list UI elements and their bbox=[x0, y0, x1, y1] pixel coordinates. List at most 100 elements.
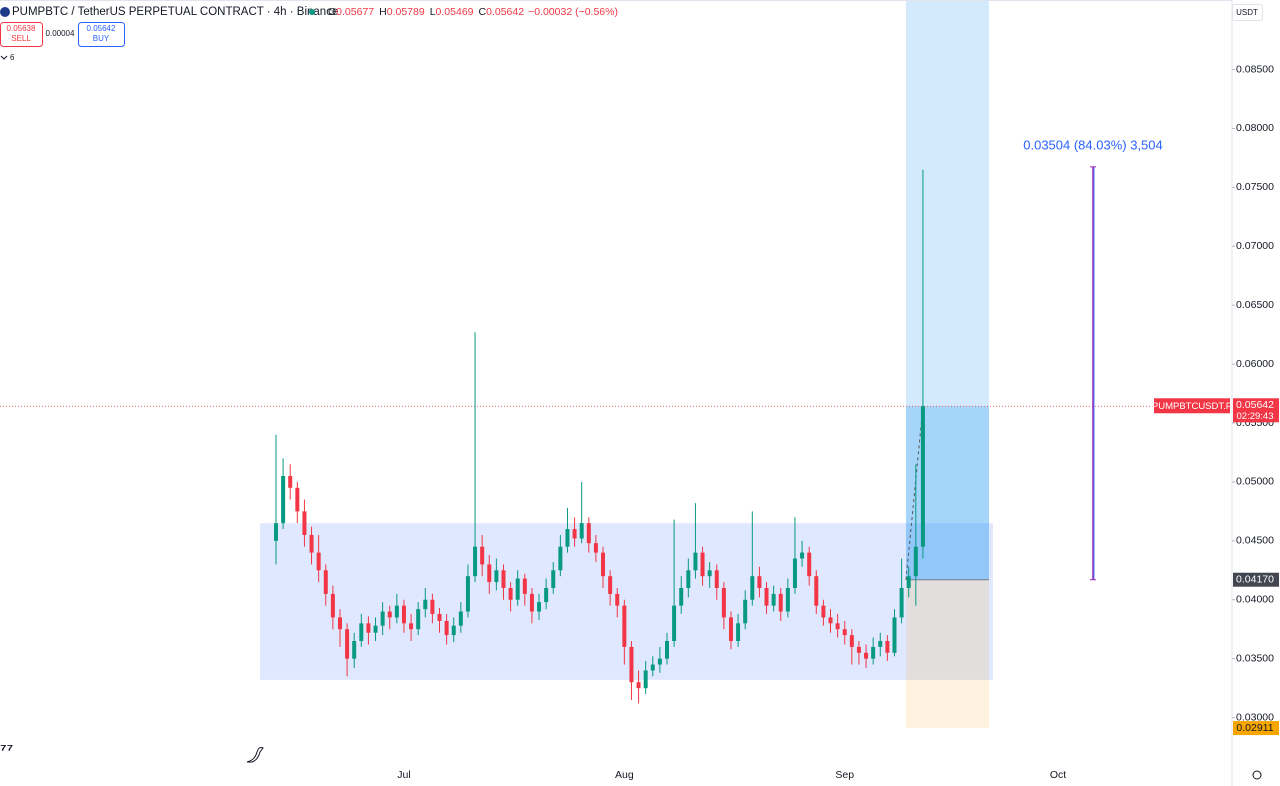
ohlc-change: −0.00032 (−0.56%) bbox=[528, 6, 618, 18]
x-tick-label: Oct bbox=[1050, 769, 1066, 781]
buy-button[interactable]: 0.05642 BUY bbox=[78, 22, 125, 47]
target-zone bbox=[906, 0, 989, 580]
candle-body bbox=[743, 599, 748, 624]
position-path bbox=[905, 406, 924, 580]
candle-body bbox=[330, 593, 335, 618]
sell-button[interactable]: 0.05638 SELL bbox=[0, 22, 43, 47]
settings-icon[interactable] bbox=[1252, 770, 1262, 780]
candle-body bbox=[849, 635, 854, 647]
candle-body bbox=[529, 593, 534, 612]
y-tick-label: 0.07500 bbox=[1236, 181, 1274, 193]
y-tick-label: 0.03000 bbox=[1236, 711, 1274, 723]
candle-body bbox=[608, 576, 613, 594]
candle-body bbox=[480, 546, 485, 565]
candle-body bbox=[352, 640, 357, 659]
y-tick-label: 0.06500 bbox=[1236, 299, 1274, 311]
candle-body bbox=[586, 523, 591, 544]
candle-body bbox=[764, 587, 769, 606]
candle-body bbox=[380, 611, 385, 626]
stop-tag-label: 0.02911 bbox=[1236, 722, 1273, 734]
buy-label[interactable]: BUY bbox=[93, 34, 110, 43]
candle-body bbox=[657, 658, 662, 665]
ohlc-key: L bbox=[430, 6, 436, 18]
candle-body bbox=[736, 623, 741, 641]
x-tick-label: Aug bbox=[615, 769, 634, 781]
candle-body bbox=[579, 523, 584, 539]
candle-body bbox=[473, 546, 478, 577]
candle-body bbox=[679, 587, 684, 606]
candle-body bbox=[700, 552, 705, 577]
ohlc-value: 0.05469 bbox=[436, 6, 474, 18]
candle-body bbox=[636, 682, 641, 689]
candle-body bbox=[373, 625, 378, 633]
measure-label: 0.03504 (84.03%) 3,504 bbox=[1023, 137, 1163, 152]
entry-tag bbox=[1233, 572, 1279, 587]
candle-body bbox=[537, 602, 542, 612]
candle-body bbox=[750, 576, 755, 600]
y-tick-label: 0.04500 bbox=[1236, 535, 1274, 547]
candle-body bbox=[665, 640, 669, 659]
countdown-label: 02:29:43 bbox=[1237, 411, 1274, 422]
symbol-icon bbox=[0, 7, 10, 17]
candle-body bbox=[899, 587, 904, 618]
currency[interactable]: USDT bbox=[1236, 8, 1258, 17]
profit-zone bbox=[906, 406, 989, 580]
buy-box[interactable] bbox=[78, 22, 125, 47]
sell-box[interactable] bbox=[0, 22, 43, 47]
candle-body bbox=[785, 587, 790, 612]
entry-tag-label: 0.04170 bbox=[1236, 574, 1274, 586]
candle-body bbox=[295, 487, 300, 512]
y-tick-label: 0.08500 bbox=[1236, 63, 1274, 75]
candle-body bbox=[778, 593, 783, 612]
candle-body bbox=[544, 587, 549, 603]
candle-body bbox=[593, 543, 598, 553]
ohlc-key: H bbox=[379, 6, 387, 18]
currency-box[interactable] bbox=[1232, 4, 1263, 21]
candle-body bbox=[387, 611, 392, 618]
y-tick-label: 0.04000 bbox=[1236, 594, 1274, 606]
last-price-tag bbox=[1233, 398, 1279, 423]
symbol-title: PUMPBTC / TetherUS PERPETUAL CONTRACT · … bbox=[12, 6, 338, 18]
sell-label[interactable]: SELL bbox=[11, 34, 31, 43]
candle-body bbox=[366, 623, 371, 633]
candle-body bbox=[522, 578, 527, 594]
candle-body bbox=[316, 552, 321, 571]
dino-icon[interactable] bbox=[246, 747, 264, 763]
candle-body bbox=[650, 664, 655, 671]
candle-body bbox=[558, 546, 563, 571]
candle-body bbox=[494, 570, 499, 583]
spread: 0.00004 bbox=[46, 29, 75, 38]
candle-body bbox=[394, 605, 399, 618]
y-tick-label: 0.05000 bbox=[1236, 476, 1274, 488]
candle-body bbox=[672, 605, 677, 641]
candle-body bbox=[622, 605, 627, 647]
buy-price[interactable]: 0.05642 bbox=[87, 24, 116, 33]
candle-body bbox=[444, 620, 449, 636]
y-tick-label: 0.06000 bbox=[1236, 358, 1274, 370]
candle-body bbox=[423, 599, 428, 610]
candle-body bbox=[487, 564, 492, 583]
candle-body bbox=[437, 613, 442, 621]
candle-body bbox=[878, 640, 883, 647]
ohlc-legend: O0.05677 H0.05789 L0.05469 C0.05642 −0.00032… bbox=[328, 6, 618, 18]
candle-body bbox=[920, 406, 925, 547]
indicators-count[interactable]: 6 bbox=[10, 53, 15, 62]
candle-body bbox=[551, 570, 556, 588]
candle-body bbox=[409, 623, 414, 630]
sell-price[interactable]: 0.05638 bbox=[7, 24, 36, 33]
candle-body bbox=[643, 670, 648, 689]
last-price-label: 0.05642 bbox=[1236, 399, 1274, 411]
y-tick-label: 0.08000 bbox=[1236, 122, 1274, 134]
ohlc-key: C bbox=[479, 6, 487, 18]
status-dot bbox=[309, 9, 315, 15]
candle-body bbox=[274, 523, 278, 541]
candle-body bbox=[629, 646, 634, 683]
candle-body bbox=[871, 646, 876, 659]
candle-body bbox=[686, 570, 691, 588]
stop-zone bbox=[906, 579, 989, 729]
x-tick-label: Jul bbox=[397, 769, 410, 781]
indicators-chevron[interactable] bbox=[0, 55, 8, 60]
candle-body bbox=[728, 617, 733, 641]
